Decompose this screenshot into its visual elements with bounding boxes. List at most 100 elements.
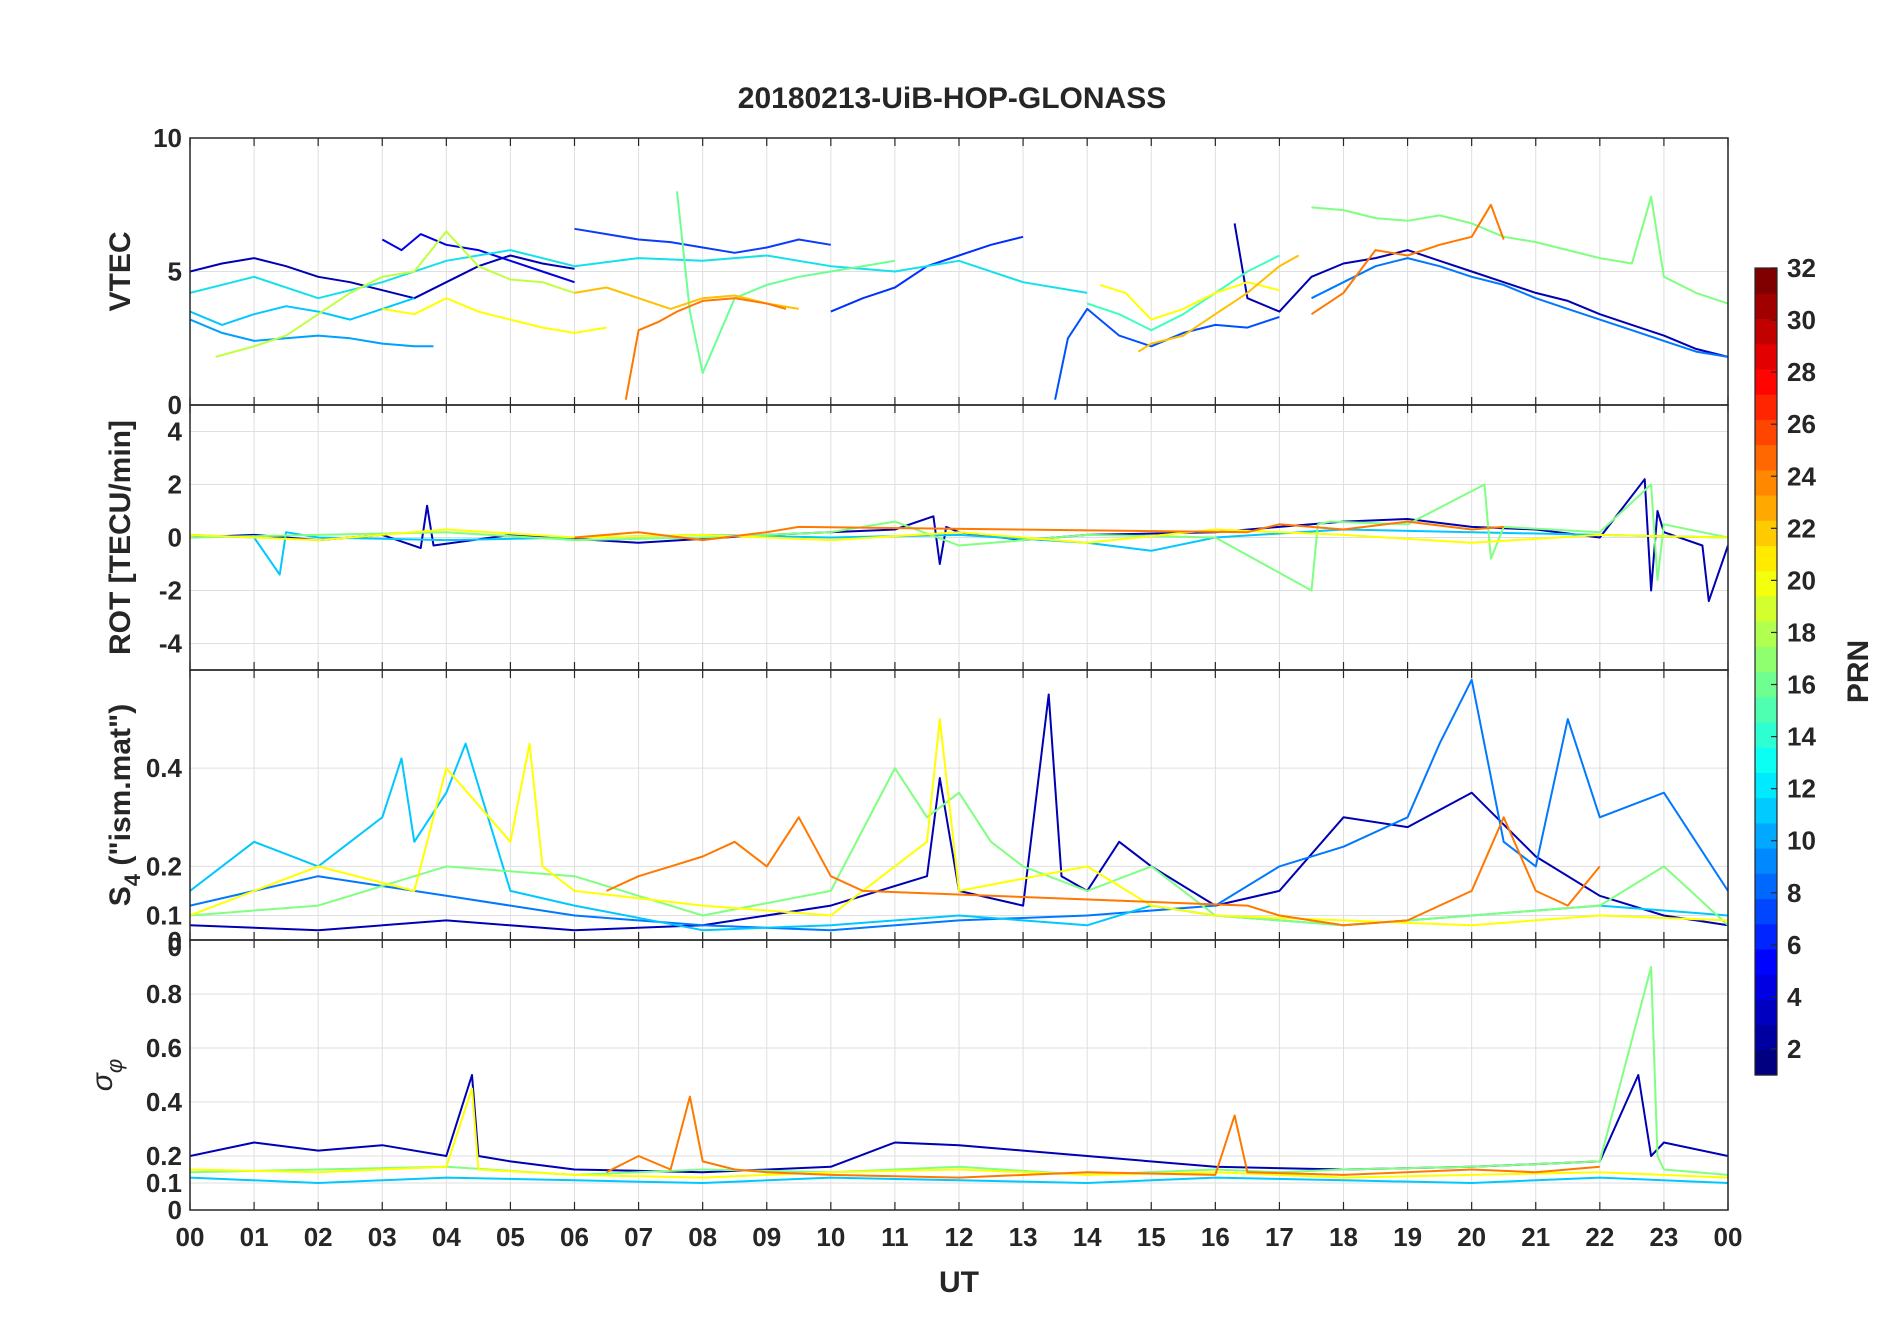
series-prn-6 (1054, 307, 1280, 400)
y-tick-label: 5 (168, 257, 182, 287)
series-prn-5 (574, 227, 831, 254)
colorbar-segment (1755, 873, 1777, 900)
y-tick-label: 0.1 (146, 900, 182, 930)
colorbar-segment (1755, 570, 1777, 597)
x-tick-label: 16 (1201, 1222, 1230, 1252)
colorbar-segment (1755, 999, 1777, 1026)
colorbar-segment (1755, 772, 1777, 799)
y-tick-label: 0.4 (146, 753, 183, 783)
x-tick-label: 20 (1457, 1222, 1486, 1252)
x-axis-label: UT (939, 1266, 979, 1299)
y-tick-label: -4 (159, 629, 183, 659)
y-axis-label: ROT [TECU/min] (104, 420, 137, 655)
colorbar-segment (1755, 923, 1777, 950)
series-prn-24 (624, 297, 787, 400)
y-tick-label: 0 (168, 932, 182, 962)
x-tick-label: 19 (1393, 1222, 1422, 1252)
colorbar-tick-label: 16 (1787, 670, 1816, 700)
x-tick-label: 18 (1329, 1222, 1358, 1252)
colorbar-segment (1755, 368, 1777, 395)
series-prn-24 (1310, 203, 1505, 316)
y-tick-label: -2 (159, 576, 182, 606)
colorbar-tick-label: 30 (1787, 305, 1816, 335)
panel-S4: 0.1 0.2 0.4 00 S4 ("ism.mat") (104, 669, 1729, 962)
series-prn-13 (190, 249, 1088, 300)
series-prn-2 (190, 254, 575, 300)
colorbar-segment (1755, 545, 1777, 572)
colorbar-segment (1755, 1049, 1777, 1076)
x-tick-label: 12 (945, 1222, 974, 1252)
colorbar-tick-label: 10 (1787, 826, 1816, 856)
colorbar-tick-label: 32 (1787, 253, 1816, 283)
y-axis-label: S4 ("ism.mat") (104, 704, 145, 906)
x-tick-label: 10 (816, 1222, 845, 1252)
series-prn-22 (1137, 254, 1300, 353)
y-axis-label: σφ (86, 1059, 127, 1091)
series-prn-20 (190, 718, 1728, 927)
colorbar-tick-label: 22 (1787, 513, 1816, 543)
panel-sigma_phi: 00.10.2 0.4 0.6 0.8 σφ (86, 939, 1729, 1225)
x-tick-label: 00 (1714, 1222, 1743, 1252)
series-prn-20 (190, 1087, 1728, 1179)
series-prn-24 (606, 1095, 1600, 1179)
x-tick-label: 07 (624, 1222, 653, 1252)
y-tick-label: 2 (168, 470, 182, 500)
series-prn-20 (382, 297, 607, 334)
series-prn-24 (606, 816, 1601, 927)
x-tick-label: 01 (240, 1222, 269, 1252)
colorbar-segment (1755, 822, 1777, 849)
colorbar-tick-label: 18 (1787, 617, 1816, 647)
colorbar-segment (1755, 444, 1777, 471)
colorbar-label: PRN (1842, 640, 1875, 703)
colorbar-tick-label: 6 (1787, 930, 1801, 960)
traces-sigma_phi (190, 966, 1728, 1184)
colorbar-segment (1755, 948, 1777, 975)
y-tick-label: 0.2 (146, 1141, 182, 1171)
x-tick-label: 05 (496, 1222, 525, 1252)
colorbar-segment (1755, 646, 1777, 673)
x-tick-label: 22 (1585, 1222, 1614, 1252)
x-tick-label: 03 (368, 1222, 397, 1252)
series-prn-2 (1233, 223, 1728, 358)
y-tick-label: 0 (168, 926, 182, 956)
series-prn-16 (190, 483, 1728, 592)
x-tick-label: 11 (881, 1222, 909, 1252)
colorbar-segment (1755, 343, 1777, 370)
colorbar-segment (1755, 520, 1777, 547)
y-tick-label: 10 (153, 123, 182, 153)
colorbar-segment (1755, 797, 1777, 824)
x-tick-label: 02 (304, 1222, 333, 1252)
colorbar-tick-label: 24 (1787, 461, 1816, 491)
y-axis-label: VTEC (104, 231, 137, 311)
series-prn-15 (676, 191, 896, 374)
colorbar-tick-label: 12 (1787, 774, 1816, 804)
y-tick-label: 0 (168, 1195, 182, 1225)
x-tick-label: 13 (1009, 1222, 1038, 1252)
x-tick-label: 15 (1137, 1222, 1166, 1252)
colorbar-segment (1755, 419, 1777, 446)
colorbar-segment (1755, 974, 1777, 1000)
colorbar-segment (1755, 469, 1777, 496)
y-tick-label: 0.8 (146, 979, 182, 1009)
x-tick-label: 00 (176, 1222, 205, 1252)
colorbar-segment (1755, 621, 1777, 647)
x-tick-label: 06 (560, 1222, 589, 1252)
colorbar-segment (1755, 696, 1777, 723)
series-prn-2 (190, 1074, 1728, 1174)
series-prn-12 (190, 297, 415, 326)
series-prn-18 (215, 230, 575, 358)
colorbar-segment (1755, 394, 1777, 420)
colorbar-segment (1755, 848, 1777, 874)
colorbar-segment (1755, 671, 1777, 698)
colorbar-tick-label: 2 (1787, 1034, 1801, 1064)
colorbar-tick-label: 28 (1787, 357, 1816, 387)
series-prn-4 (830, 235, 1024, 313)
y-tick-label: 0 (168, 390, 182, 420)
colorbar-tick-label: 14 (1787, 722, 1816, 752)
x-tick-label: 21 (1521, 1222, 1550, 1252)
traces-ROT (190, 478, 1728, 603)
series-prn-16 (190, 767, 1728, 927)
x-tick-label: 23 (1649, 1222, 1678, 1252)
series-prn-22 (574, 286, 799, 310)
colorbar-segment (1755, 747, 1777, 773)
